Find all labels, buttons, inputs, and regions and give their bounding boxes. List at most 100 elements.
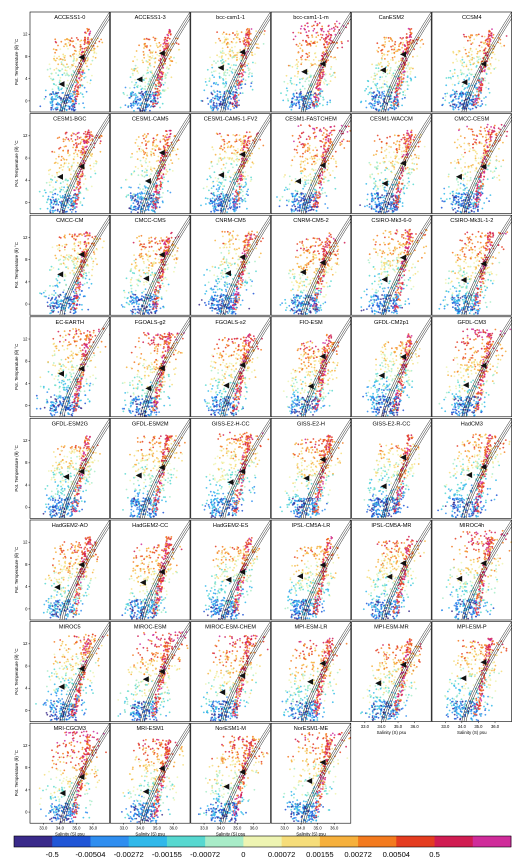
colorbar-label: -0.00272	[114, 850, 144, 859]
colorbar-swatch	[128, 836, 168, 847]
panel-frame	[110, 621, 191, 722]
arrow-marker	[319, 259, 326, 266]
arrow-marker	[480, 560, 487, 567]
panel-frame	[29, 11, 110, 113]
colorbar-swatch	[52, 836, 91, 847]
panel-frame	[110, 418, 191, 519]
panel-title: ACCESS1-0	[54, 15, 85, 21]
y-axis-label: Pot. Temperature (θ) °C	[14, 140, 19, 186]
panel-miroc5: MIROC5 0 4 8 12 Pot. Temperature (θ) °C	[14, 621, 110, 722]
arrow-marker	[225, 576, 232, 583]
panel-gfdl-esm2g: GFDL-ESM2G 0 4 8 12 Pot. Temperature (θ) °C	[14, 418, 110, 519]
y-tick-label: 8	[25, 257, 28, 262]
x-tick-label: 36.0	[250, 826, 259, 831]
panel-title: FGOALS-s2	[215, 320, 245, 326]
panel-title: MPI-ESM-LR	[295, 625, 328, 631]
panel-title: CSIRO-Mk3-6-0	[371, 218, 411, 224]
panel-title: CNRM-CM5	[215, 218, 245, 224]
colorbar-label: 0.5	[429, 850, 440, 859]
panel-frame	[110, 316, 191, 418]
panel-title: IPSL-CM5A-MR	[371, 523, 411, 529]
arrow-marker	[136, 76, 143, 83]
panel-title: GFDL-CM3	[458, 320, 487, 326]
arrow-marker	[306, 778, 313, 784]
scatter-points	[121, 331, 185, 417]
panel-csiro-mk3l-1-2: CSIRO-Mk3L-1-2	[431, 214, 512, 316]
density-isolines	[461, 621, 512, 722]
y-tick-label: 8	[25, 359, 28, 364]
arrow-marker	[223, 382, 230, 389]
scatter-points	[200, 634, 269, 722]
scatter-points	[120, 129, 180, 214]
scatter-points	[122, 434, 186, 519]
x-axis-label: Salinity (S) psu	[377, 730, 407, 735]
y-axis-label: Pot. Temperature (θ) °C	[14, 39, 19, 85]
density-isolines	[461, 113, 512, 214]
x-tick-label: 36.0	[330, 826, 339, 831]
y-tick-label: 4	[25, 178, 28, 183]
x-tick-label: 35.0	[394, 724, 403, 729]
panel-cesm1-cam5-1-fv2: CESM1-CAM5-1-FV2	[190, 113, 271, 214]
panel-gfdl-esm2m: GFDL-ESM2M	[110, 418, 191, 519]
arrow-marker	[400, 353, 406, 360]
panel-ipsl-cm5a-mr: IPSL-CM5A-MR	[351, 519, 432, 621]
colorbar-swatch	[243, 836, 283, 847]
scatter-points	[282, 333, 340, 417]
scatter-points	[38, 730, 107, 823]
panel-title: GFDL-CM2p1	[374, 320, 409, 326]
y-tick-label: 0	[25, 505, 28, 510]
scatter-points	[279, 232, 346, 315]
panel-frame	[29, 316, 110, 418]
panel-frame	[29, 621, 110, 722]
density-isolines	[59, 316, 110, 417]
colorbar-swatch	[90, 836, 130, 847]
colorbar-swatch	[281, 836, 321, 847]
panel-title: CESM1-CAM5	[132, 117, 169, 123]
arrow-marker	[58, 370, 64, 377]
panel-frame	[29, 113, 110, 214]
arrow-marker	[480, 464, 487, 470]
x-tick-label: 34.0	[377, 724, 386, 729]
panel-cesm1-fastchem: CESM1-FASTCHEM	[270, 113, 352, 214]
arrow-marker	[158, 568, 165, 575]
density-isolines	[220, 12, 271, 112]
panel-giss-e2-h: GISS-E2-H	[270, 418, 352, 519]
colorbar-label: -0.5	[46, 850, 59, 859]
arrow-marker	[319, 60, 326, 67]
y-axis-label: Pot. Temperature (θ) °C	[14, 242, 19, 288]
scatter-points	[438, 230, 509, 315]
panel-title: MIROC4h	[459, 523, 484, 529]
panel-title: CESM1-BGC	[53, 117, 86, 123]
arrow-marker	[375, 680, 382, 687]
panel-frame	[190, 316, 271, 418]
density-isolines	[59, 215, 110, 316]
panel-frame	[270, 519, 352, 621]
x-tick-label: 33.0	[200, 826, 209, 831]
panel-frame	[110, 11, 191, 113]
arrow-marker	[57, 271, 64, 278]
arrow-marker	[466, 472, 473, 478]
x-axis-label: Salinity (S) psu	[135, 832, 165, 837]
density-isolines	[381, 316, 432, 417]
x-tick-label: 34.0	[458, 724, 467, 729]
arrow-marker	[158, 50, 165, 57]
x-tick-label: 35.0	[474, 724, 483, 729]
arrow-marker	[217, 64, 224, 71]
panel-frame	[270, 214, 352, 316]
panel-bcc-csm1-1-m: bcc-csm1-1-m	[270, 11, 352, 113]
density-isolines	[300, 316, 351, 417]
arrow-marker	[386, 573, 393, 580]
panel-cesm1-waccm: CESM1-WACCM	[351, 113, 432, 214]
arrow-marker	[400, 454, 406, 461]
arrow-marker	[379, 67, 386, 74]
y-tick-label: 4	[25, 279, 28, 284]
colorbar-label: -0.00504	[75, 850, 105, 859]
scatter-points	[35, 633, 109, 721]
arrow-marker	[381, 180, 388, 187]
arrow-marker	[158, 464, 165, 471]
y-axis-label: Pot. Temperature (θ) °C	[14, 547, 19, 593]
colorbar-swatch	[205, 836, 244, 847]
panel-title: CCSM4	[462, 15, 482, 21]
scatter-points	[438, 328, 512, 417]
